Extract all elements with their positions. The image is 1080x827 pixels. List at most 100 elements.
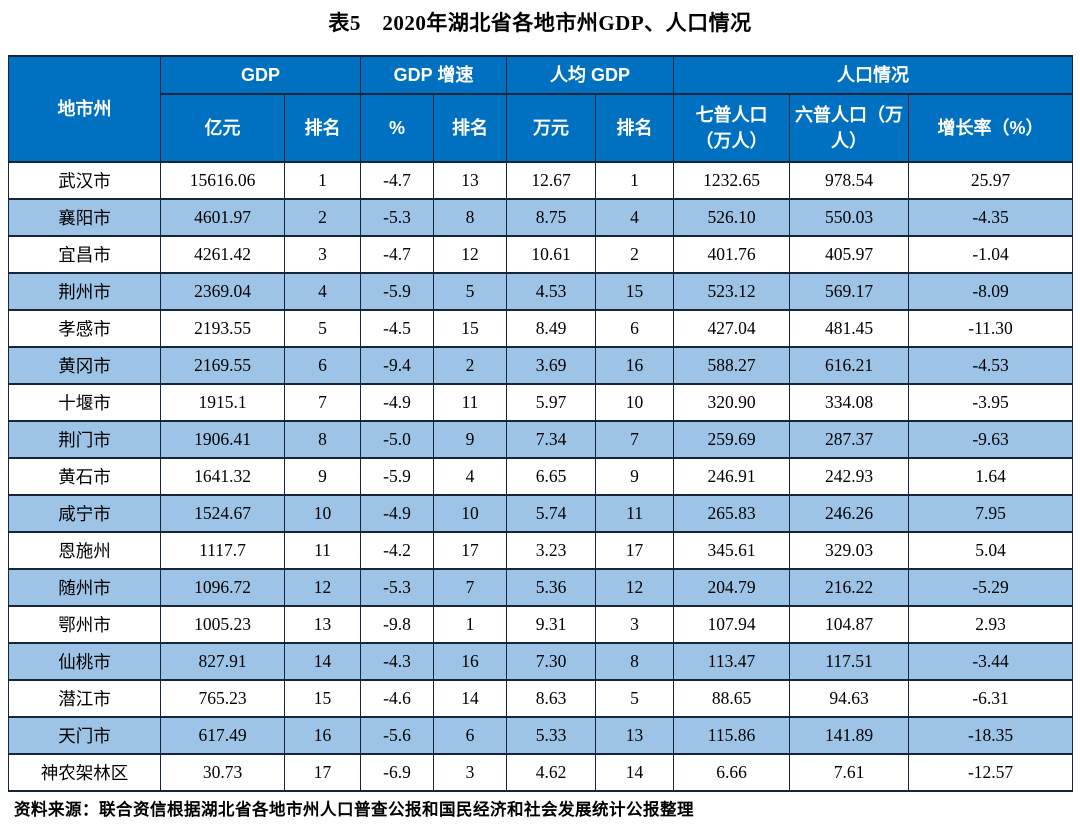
value-cell: 10.61 [506,235,597,274]
city-name-cell: 恩施州 [8,531,161,570]
header-growth-rank: 排名 [433,93,508,163]
header-gdp-growth-group: GDP 增速 [360,55,508,95]
value-cell: 8 [595,642,675,681]
value-cell: 6.65 [506,457,597,496]
value-cell: 115.86 [673,716,791,755]
value-cell: 7 [595,420,675,459]
value-cell: 14 [433,679,508,718]
value-cell: 204.79 [673,568,791,607]
table-row: 天门市 617.49 16 -5.6 6 5.33 13 115.86 141.89 -18.35 [8,716,1074,755]
table-row: 鄂州市 1005.23 13 -9.8 1 9.31 3 107.94 104.87 2.93 [8,605,1074,644]
value-cell: 3.23 [506,531,597,570]
value-cell: 6 [283,346,362,385]
value-cell: 526.10 [673,198,791,237]
table-row: 仙桃市 827.91 14 -4.3 16 7.30 8 113.47 117.51 -3.44 [8,642,1074,681]
value-cell: -3.44 [908,642,1074,681]
value-cell: 427.04 [673,309,791,348]
value-cell: 17 [433,531,508,570]
value-cell: 569.17 [789,272,910,311]
value-cell: -4.7 [360,235,435,274]
value-cell: 113.47 [673,642,791,681]
value-cell: 1 [595,161,675,200]
city-name-cell: 仙桃市 [8,642,161,681]
value-cell: 9 [283,457,362,496]
sub-header-row: 亿元 排名 % 排名 万元 排名 七普人口（万人） 六普人口（万人） 增长率（%… [9,93,1074,163]
value-cell: 246.91 [673,457,791,496]
value-cell: -4.7 [360,161,435,200]
value-cell: 550.03 [789,198,910,237]
city-name-cell: 咸宁市 [8,494,161,533]
value-cell: 104.87 [789,605,910,644]
header-gdp-per-capita-group: 人均 GDP [506,55,675,95]
value-cell: 4261.42 [160,235,285,274]
header-percapita-value: 万元 [506,93,597,163]
value-cell: 13 [595,716,675,755]
value-cell: 259.69 [673,420,791,459]
value-cell: 7.61 [789,753,910,792]
value-cell: 10 [433,494,508,533]
value-cell: 4.53 [506,272,597,311]
table-row: 恩施州 1117.7 11 -4.2 17 3.23 17 345.61 329.03 5.04 [8,531,1074,570]
value-cell: 1005.23 [160,605,285,644]
value-cell: 141.89 [789,716,910,755]
value-cell: -12.57 [908,753,1074,792]
value-cell: -5.9 [360,457,435,496]
value-cell: 320.90 [673,383,791,422]
city-name-cell: 宜昌市 [8,235,161,274]
value-cell: 11 [283,531,362,570]
value-cell: 15 [595,272,675,311]
header-gdp-group: GDP [159,55,362,95]
value-cell: 287.37 [789,420,910,459]
value-cell: 329.03 [789,531,910,570]
value-cell: 12 [433,235,508,274]
value-cell: 13 [433,161,508,200]
value-cell: -6.31 [908,679,1074,718]
value-cell: 25.97 [908,161,1074,200]
value-cell: 17 [283,753,362,792]
table-row: 武汉市 15616.06 1 -4.7 13 12.67 1 1232.65 978.54 25.… [8,161,1074,200]
group-header-row: 地市州 GDP GDP 增速 人均 GDP 人口情况 [8,55,1074,163]
value-cell: -4.6 [360,679,435,718]
table-row: 荆门市 1906.41 8 -5.0 9 7.34 7 259.69 287.37 -9.63 [8,420,1074,459]
value-cell: 30.73 [160,753,285,792]
header-percapita-rank: 排名 [595,93,675,163]
value-cell: -9.63 [908,420,1074,459]
header-gdp-value: 亿元 [160,93,285,163]
value-cell: 13 [283,605,362,644]
value-cell: 4 [595,198,675,237]
header-growth-pct: % [360,93,435,163]
value-cell: 4.62 [506,753,597,792]
value-cell: 1 [283,161,362,200]
value-cell: -5.3 [360,568,435,607]
table-row: 襄阳市 4601.97 2 -5.3 8 8.75 4 526.10 550.03 -4.35 [8,198,1074,237]
table-row: 宜昌市 4261.42 3 -4.7 12 10.61 2 401.76 405.97 -1.04 [8,235,1074,274]
header-region: 地市州 [8,55,161,163]
city-name-cell: 黄冈市 [8,346,161,385]
value-cell: -9.8 [360,605,435,644]
value-cell: -5.9 [360,272,435,311]
value-cell: 6 [433,716,508,755]
value-cell: 8.75 [506,198,597,237]
table-row: 荆州市 2369.04 4 -5.9 5 4.53 15 523.12 569.17 -8.09 [8,272,1074,311]
table-row: 孝感市 2193.55 5 -4.5 15 8.49 6 427.04 481.45 -11.30 [8,309,1074,348]
value-cell: 1096.72 [160,568,285,607]
value-cell: 345.61 [673,531,791,570]
value-cell: 117.51 [789,642,910,681]
value-cell: 1 [433,605,508,644]
value-cell: 14 [595,753,675,792]
value-cell: 4 [283,272,362,311]
value-cell: 617.49 [160,716,285,755]
value-cell: 15 [433,309,508,348]
value-cell: 6 [595,309,675,348]
city-name-cell: 孝感市 [8,309,161,348]
value-cell: 3 [433,753,508,792]
value-cell: -5.29 [908,568,1074,607]
value-cell: 827.91 [160,642,285,681]
header-census7-pop: 七普人口（万人） [673,93,791,163]
value-cell: 1906.41 [160,420,285,459]
table-row: 黄冈市 2169.55 6 -9.4 2 3.69 16 588.27 616.21 -4.53 [8,346,1074,385]
city-name-cell: 随州市 [8,568,161,607]
value-cell: 8 [283,420,362,459]
city-name-cell: 黄石市 [8,457,161,496]
value-cell: 4601.97 [160,198,285,237]
